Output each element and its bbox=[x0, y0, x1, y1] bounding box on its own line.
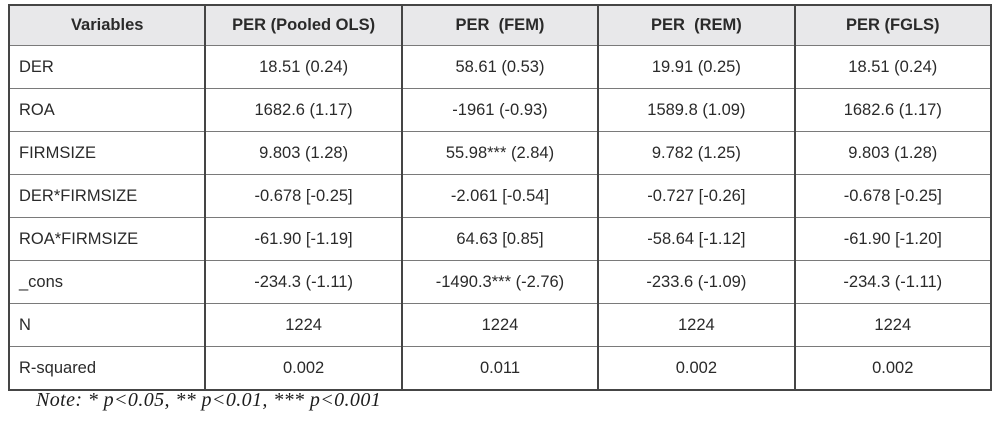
value-cell: -0.727 [-0.26] bbox=[597, 174, 796, 218]
value-cell: -1490.3*** (-2.76) bbox=[400, 260, 600, 304]
value-cell: -234.3 (-1.11) bbox=[204, 260, 403, 304]
value-cell: 9.803 (1.28) bbox=[204, 131, 403, 175]
value-cell: 1589.8 (1.09) bbox=[597, 88, 796, 132]
value-cell: 1224 bbox=[793, 303, 993, 347]
col-header-pooled-ols: PER (Pooled OLS) bbox=[204, 4, 403, 46]
table-row: ROA 1682.6 (1.17) -1961 (-0.93) 1589.8 (1.0… bbox=[7, 88, 993, 132]
value-cell: 1224 bbox=[400, 303, 600, 347]
row-label: ROA*FIRMSIZE bbox=[7, 217, 207, 261]
value-cell: 19.91 (0.25) bbox=[597, 45, 796, 89]
value-cell: 1224 bbox=[597, 303, 796, 347]
col-header-fgls: PER (FGLS) bbox=[793, 4, 993, 46]
value-cell: 9.782 (1.25) bbox=[597, 131, 796, 175]
row-label: _cons bbox=[7, 260, 207, 304]
value-cell: -0.678 [-0.25] bbox=[793, 174, 993, 218]
regression-results-table: Variables PER (Pooled OLS) PER (FEM) PER… bbox=[7, 4, 993, 391]
row-label: DER*FIRMSIZE bbox=[7, 174, 207, 218]
col-header-rem: PER (REM) bbox=[597, 4, 796, 46]
value-cell: 0.011 bbox=[400, 346, 600, 391]
value-cell: -0.678 [-0.25] bbox=[204, 174, 403, 218]
value-cell: 0.002 bbox=[204, 346, 403, 391]
value-cell: -234.3 (-1.11) bbox=[793, 260, 993, 304]
value-cell: 18.51 (0.24) bbox=[793, 45, 993, 89]
value-cell: -233.6 (-1.09) bbox=[597, 260, 796, 304]
row-label: R-squared bbox=[7, 346, 207, 391]
value-cell: 1224 bbox=[204, 303, 403, 347]
col-header-variables: Variables bbox=[7, 4, 207, 46]
value-cell: -61.90 [-1.19] bbox=[204, 217, 403, 261]
value-cell: -1961 (-0.93) bbox=[400, 88, 600, 132]
table-row: R-squared 0.002 0.011 0.002 0.002 bbox=[7, 346, 993, 391]
row-label: N bbox=[7, 303, 207, 347]
value-cell: -61.90 [-1.20] bbox=[793, 217, 993, 261]
row-label: ROA bbox=[7, 88, 207, 132]
value-cell: -58.64 [-1.12] bbox=[597, 217, 796, 261]
col-header-fem: PER (FEM) bbox=[400, 4, 600, 46]
value-cell: 55.98*** (2.84) bbox=[400, 131, 600, 175]
value-cell: 9.803 (1.28) bbox=[793, 131, 993, 175]
header-row: Variables PER (Pooled OLS) PER (FEM) PER… bbox=[7, 4, 993, 46]
row-label: FIRMSIZE bbox=[7, 131, 207, 175]
value-cell: 0.002 bbox=[793, 346, 993, 391]
table-row: _cons -234.3 (-1.11) -1490.3*** (-2.76) -23… bbox=[7, 260, 993, 304]
table-row: FIRMSIZE 9.803 (1.28) 55.98*** (2.84) 9.782… bbox=[7, 131, 993, 175]
table-row: DER 18.51 (0.24) 58.61 (0.53) 19.91 (0.25) 1… bbox=[7, 45, 993, 89]
value-cell: 1682.6 (1.17) bbox=[793, 88, 993, 132]
row-label: DER bbox=[7, 45, 207, 89]
value-cell: 0.002 bbox=[597, 346, 796, 391]
significance-note: Note: * p<0.05, ** p<0.01, *** p<0.001 bbox=[36, 389, 382, 411]
value-cell: -2.061 [-0.54] bbox=[400, 174, 600, 218]
value-cell: 18.51 (0.24) bbox=[204, 45, 403, 89]
table-row: N 1224 1224 1224 1224 bbox=[7, 303, 993, 347]
table-row: ROA*FIRMSIZE -61.90 [-1.19] 64.63 [0.85] -5… bbox=[7, 217, 993, 261]
table-row: DER*FIRMSIZE -0.678 [-0.25] -2.061 [-0.54]… bbox=[7, 174, 993, 218]
value-cell: 58.61 (0.53) bbox=[400, 45, 600, 89]
value-cell: 64.63 [0.85] bbox=[400, 217, 600, 261]
value-cell: 1682.6 (1.17) bbox=[204, 88, 403, 132]
